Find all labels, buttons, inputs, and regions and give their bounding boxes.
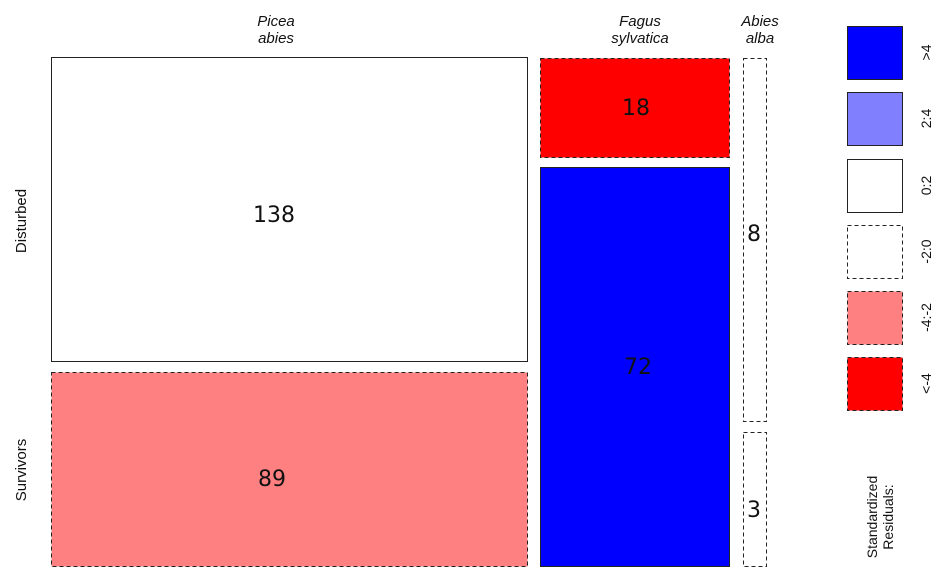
mosaic-cell-1-0 bbox=[540, 58, 730, 158]
cell-count-label: 72 bbox=[624, 355, 652, 380]
mosaic-cell-0-0 bbox=[51, 57, 528, 362]
legend-title: StandardizedResiduals: bbox=[864, 476, 896, 559]
mosaic-cell-1-1 bbox=[540, 167, 730, 567]
legend-label-1: 2:4 bbox=[918, 109, 934, 129]
column-label-0: Picea abies bbox=[257, 13, 295, 47]
row-label-1: Survivors bbox=[13, 439, 30, 502]
legend-label-5: <-4 bbox=[918, 373, 934, 394]
mosaic-cell-0-1 bbox=[51, 372, 528, 567]
cell-count-label: 138 bbox=[253, 203, 295, 228]
column-label-2: Abies alba bbox=[740, 13, 779, 47]
mosaic-cell-2-1 bbox=[743, 432, 767, 567]
legend-swatch-0 bbox=[847, 26, 903, 80]
legend-label-2: 0:2 bbox=[918, 176, 934, 196]
legend-swatch-1 bbox=[847, 92, 903, 146]
mosaic-cell-2-0 bbox=[743, 58, 767, 422]
cell-count-label: 3 bbox=[747, 498, 761, 523]
legend-swatch-4 bbox=[847, 291, 903, 345]
row-label-0: Disturbed bbox=[13, 189, 30, 253]
column-label-1: Fagus sylvatica bbox=[611, 13, 669, 47]
legend-label-3: -2:0 bbox=[918, 239, 934, 263]
legend-swatch-5 bbox=[847, 357, 903, 411]
cell-count-label: 8 bbox=[747, 222, 761, 247]
legend-swatch-3 bbox=[847, 225, 903, 279]
cell-count-label: 18 bbox=[622, 96, 650, 121]
legend-swatch-2 bbox=[847, 159, 903, 213]
legend-label-0: >4 bbox=[918, 44, 934, 60]
cell-count-label: 89 bbox=[258, 467, 286, 492]
legend-label-4: -4:-2 bbox=[918, 303, 934, 332]
